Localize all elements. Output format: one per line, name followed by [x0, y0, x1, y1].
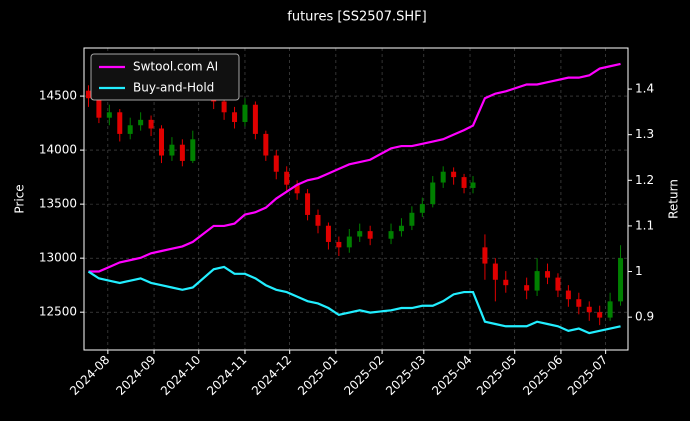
candle-body	[159, 128, 165, 156]
candle-body	[430, 182, 436, 205]
candle-body	[607, 301, 613, 318]
candle-body	[190, 139, 196, 161]
candle-body	[576, 299, 582, 307]
candle-body	[451, 171, 457, 178]
candle-body	[106, 112, 112, 118]
candle-body	[232, 112, 238, 123]
legend-label: Buy-and-Hold	[133, 81, 214, 95]
series-line	[87, 265, 621, 335]
candle-body	[294, 184, 300, 194]
candle-body	[221, 101, 227, 113]
y2-tick-label: 0.9	[635, 310, 654, 324]
candle-body	[169, 144, 175, 156]
candle-body	[242, 104, 248, 123]
candle-body	[138, 119, 144, 126]
candle-body	[388, 231, 394, 239]
candle-body	[470, 182, 476, 188]
candle-body	[482, 247, 488, 264]
y-tick-label: 13500	[39, 197, 77, 211]
legend-label: Swtool.com AI	[133, 60, 218, 74]
candle-body	[503, 279, 509, 286]
candle-body	[148, 119, 154, 129]
candle-body	[367, 231, 373, 239]
candle-body	[325, 225, 331, 242]
y-tick-label: 13000	[39, 251, 77, 265]
y-tick-label: 14500	[39, 89, 77, 103]
y2-axis-label: Return	[667, 179, 681, 219]
candle-body	[565, 290, 571, 300]
candle-body	[461, 177, 467, 188]
candle-body	[409, 212, 415, 226]
candle-body	[263, 133, 269, 156]
y2-tick-label: 1.4	[635, 82, 654, 96]
candle-body	[597, 312, 603, 318]
chart-title: futures [SS2507.SHF]	[287, 10, 426, 25]
y-tick-label: 14000	[39, 143, 77, 157]
candle-body	[117, 112, 123, 134]
candle-body	[284, 171, 290, 185]
candle-body	[440, 171, 446, 183]
y-tick-label: 12500	[39, 305, 77, 319]
candle-body	[305, 193, 311, 215]
candle-body	[127, 125, 133, 134]
candle-body	[179, 144, 185, 161]
candle-body	[524, 285, 530, 291]
candle-body	[85, 90, 91, 99]
y2-tick-label: 1.2	[635, 173, 654, 187]
y2-tick-label: 1.1	[635, 218, 654, 232]
candle-body	[419, 204, 425, 213]
series-line	[88, 62, 621, 273]
candle-body	[618, 258, 624, 302]
candle-body	[555, 277, 561, 291]
candle-body	[273, 155, 279, 172]
candle-body	[545, 271, 551, 278]
candle-body	[252, 104, 258, 134]
y2-tick-label: 1	[635, 264, 643, 278]
candle-body	[492, 263, 498, 280]
candle-body	[586, 306, 592, 313]
y-axis-label: Price	[13, 184, 27, 213]
candle-body	[534, 271, 540, 291]
legend-box	[90, 53, 240, 101]
candle-body	[336, 241, 342, 248]
y2-tick-label: 1.3	[635, 127, 654, 141]
candle-body	[357, 231, 363, 237]
candle-body	[398, 225, 404, 232]
candle-body	[315, 214, 321, 226]
plot-frame	[83, 47, 629, 351]
candle-body	[96, 98, 102, 118]
candle-body	[346, 236, 352, 248]
